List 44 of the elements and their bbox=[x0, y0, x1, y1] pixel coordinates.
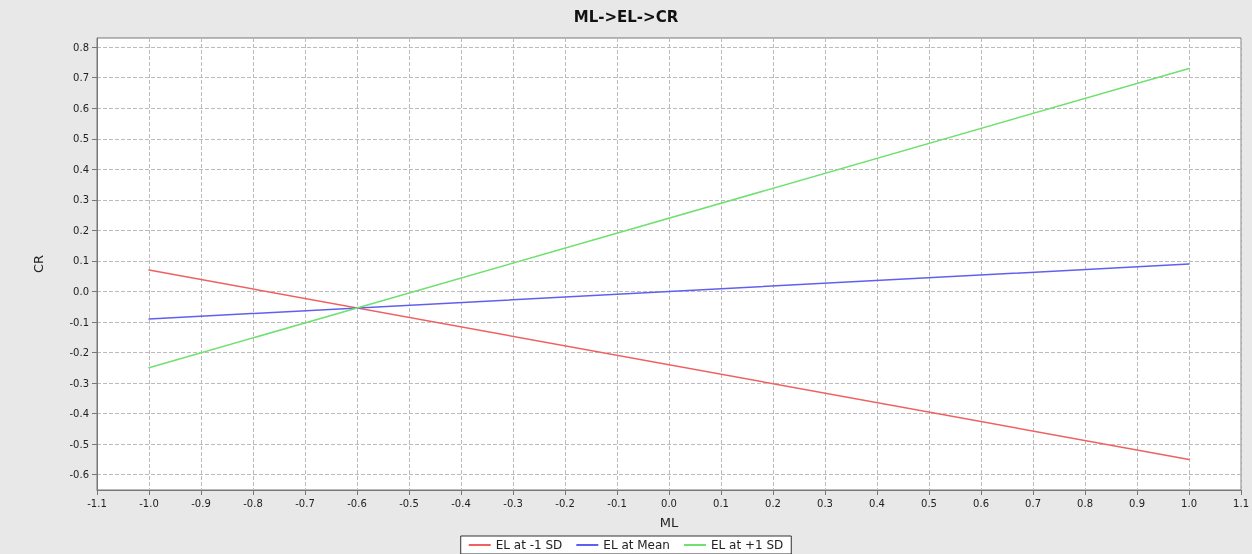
y-tick-label: -0.4 bbox=[69, 408, 89, 420]
x-tick-label: 1.1 bbox=[1233, 497, 1249, 509]
x-tick-label: 0.8 bbox=[1077, 497, 1093, 509]
x-tick-label: -0.6 bbox=[347, 497, 367, 509]
y-tick-label: -0.1 bbox=[69, 316, 89, 328]
legend-label: EL at +1 SD bbox=[710, 538, 784, 552]
y-tick-label: 0.8 bbox=[73, 41, 89, 53]
x-tick-label: -0.3 bbox=[503, 497, 523, 509]
y-tick-label: 0.4 bbox=[73, 163, 89, 175]
x-tick-label: 0.6 bbox=[973, 497, 989, 509]
legend-label: EL at Mean bbox=[603, 538, 670, 552]
x-tick-label: 0.5 bbox=[921, 497, 937, 509]
x-axis-title: ML bbox=[659, 515, 680, 530]
y-tick-label: 0.1 bbox=[73, 255, 89, 267]
x-tick-label: -0.7 bbox=[295, 497, 315, 509]
x-tick-label: -0.2 bbox=[555, 497, 575, 509]
x-tick-label: 0.9 bbox=[1129, 497, 1145, 509]
x-tick-label: 0.7 bbox=[1025, 497, 1041, 509]
x-tick-label: 1.0 bbox=[1181, 497, 1197, 509]
chart-title: ML->EL->CR bbox=[573, 7, 679, 26]
y-tick-label: -0.3 bbox=[69, 377, 89, 389]
y-tick-label: -0.6 bbox=[69, 469, 89, 481]
x-tick-label: 0.2 bbox=[765, 497, 781, 509]
y-tick-label: -0.5 bbox=[69, 438, 89, 450]
legend-label: EL at -1 SD bbox=[495, 538, 563, 552]
y-tick-label: 0.7 bbox=[73, 72, 89, 84]
x-tick-label: -0.4 bbox=[451, 497, 471, 509]
x-tick-label: 0.1 bbox=[713, 497, 729, 509]
y-axis-title: CR bbox=[31, 254, 46, 274]
x-tick-label: -1.0 bbox=[139, 497, 159, 509]
x-tick-label: -0.1 bbox=[607, 497, 627, 509]
x-tick-label: -0.9 bbox=[191, 497, 211, 509]
y-tick-label: 0.3 bbox=[73, 194, 89, 206]
y-tick-label: 0.2 bbox=[73, 224, 89, 236]
x-tick-label: -0.8 bbox=[243, 497, 263, 509]
x-tick-label: -0.5 bbox=[399, 497, 419, 509]
y-tick-label: 0.0 bbox=[73, 285, 89, 297]
x-tick-label: 0.4 bbox=[869, 497, 885, 509]
y-tick-label: -0.2 bbox=[69, 347, 89, 359]
y-tick-label: 0.5 bbox=[73, 133, 89, 145]
x-tick-label: -1.1 bbox=[87, 497, 107, 509]
x-tick-label: 0.3 bbox=[817, 497, 833, 509]
y-tick-label: 0.6 bbox=[73, 102, 89, 114]
x-tick-label: 0.0 bbox=[661, 497, 677, 509]
